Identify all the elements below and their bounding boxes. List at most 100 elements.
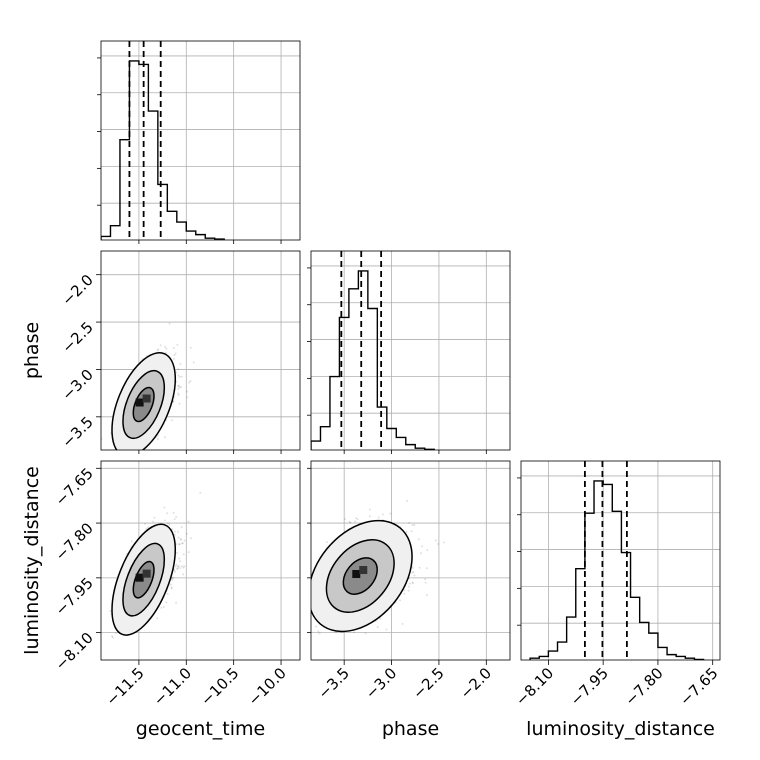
scatter-point bbox=[407, 585, 410, 588]
histogram-step-geocent_time bbox=[101, 60, 225, 240]
scatter-point bbox=[126, 451, 128, 453]
scatter-point bbox=[172, 511, 175, 514]
scatter-point bbox=[178, 386, 181, 389]
scatter-point bbox=[186, 396, 189, 399]
scatter-point bbox=[411, 523, 414, 526]
scatter-point bbox=[178, 543, 181, 546]
scatter-point bbox=[164, 351, 167, 354]
scatter-point bbox=[421, 545, 423, 548]
scatter-point bbox=[307, 594, 309, 596]
scatter-point bbox=[437, 543, 440, 545]
x-tick-label: −11.0 bbox=[150, 664, 195, 709]
scatter-point bbox=[176, 343, 179, 346]
scatter-point bbox=[177, 564, 180, 567]
scatter-point bbox=[377, 516, 380, 519]
scatter-point bbox=[348, 521, 351, 524]
scatter-point bbox=[111, 636, 114, 639]
scatter-point bbox=[169, 583, 172, 586]
scatter-point bbox=[417, 538, 420, 541]
scatter-point bbox=[176, 567, 179, 570]
scatter-point bbox=[179, 567, 181, 569]
scatter-point bbox=[434, 539, 437, 542]
scatter-point bbox=[399, 599, 402, 602]
x-tick-label: −11.5 bbox=[103, 664, 148, 709]
scatter-point bbox=[170, 586, 173, 589]
scatter-point bbox=[156, 349, 159, 352]
scatter-point bbox=[176, 567, 178, 570]
x-tick-label: −3.5 bbox=[315, 664, 353, 702]
scatter-point bbox=[127, 479, 129, 481]
y-tick-label: −7.80 bbox=[52, 519, 97, 564]
scatter-point bbox=[145, 527, 148, 530]
scatter-point bbox=[408, 521, 411, 524]
scatter-point bbox=[174, 530, 176, 533]
scatter-point bbox=[189, 346, 192, 349]
x-tick-label: −2.5 bbox=[409, 664, 447, 702]
scatter-point bbox=[364, 632, 367, 635]
scatter-point bbox=[318, 632, 321, 635]
scatter-point bbox=[111, 635, 114, 638]
scatter-point bbox=[180, 386, 182, 388]
scatter-point bbox=[403, 592, 406, 595]
scatter-panel-geocent_time-luminosity_distance bbox=[101, 461, 300, 660]
y-tick-label: −3.5 bbox=[58, 413, 96, 451]
scatter-point bbox=[180, 526, 183, 529]
scatter-point bbox=[177, 384, 180, 387]
panel-frame bbox=[100, 40, 301, 241]
x-tick-label: −2.0 bbox=[457, 664, 495, 702]
scatter-point bbox=[164, 345, 166, 348]
scatter-point bbox=[175, 543, 178, 546]
scatter-point bbox=[425, 594, 428, 596]
scatter-point bbox=[175, 551, 178, 554]
density-peak bbox=[135, 573, 144, 582]
scatter-point bbox=[382, 513, 384, 516]
scatter-point bbox=[349, 521, 352, 524]
scatter-point bbox=[192, 361, 195, 364]
scatter-point bbox=[183, 539, 186, 542]
scatter-point bbox=[121, 456, 123, 458]
density-peak bbox=[142, 569, 151, 578]
scatter-point bbox=[405, 530, 408, 533]
scatter-point bbox=[172, 346, 175, 349]
scatter-point bbox=[412, 571, 415, 573]
scatter-point bbox=[187, 520, 190, 523]
scatter-point bbox=[177, 374, 180, 377]
y-tick-label: −2.0 bbox=[58, 271, 96, 309]
scatter-point bbox=[159, 344, 162, 347]
scatter-point bbox=[179, 537, 182, 540]
scatter-point bbox=[172, 576, 175, 579]
scatter-point bbox=[302, 612, 304, 614]
scatter-point bbox=[166, 522, 169, 525]
scatter-point bbox=[353, 631, 356, 634]
scatter-point bbox=[379, 617, 382, 620]
scatter-point bbox=[175, 515, 178, 518]
scatter-point bbox=[177, 536, 180, 539]
scatter-point bbox=[376, 626, 379, 628]
scatter-point bbox=[177, 393, 180, 396]
scatter-point bbox=[157, 348, 160, 351]
scatter-point bbox=[173, 354, 176, 357]
scatter-point bbox=[298, 623, 300, 625]
density-peak bbox=[359, 566, 368, 575]
scatter-point bbox=[174, 352, 177, 355]
scatter-point bbox=[426, 549, 429, 551]
scatter-point bbox=[172, 400, 175, 403]
scatter-point bbox=[181, 542, 184, 545]
x-axis-label: luminosity_distance bbox=[526, 718, 715, 740]
scatter-point bbox=[179, 560, 182, 563]
scatter-point bbox=[173, 569, 176, 572]
density-peak bbox=[142, 394, 151, 403]
scatter-point bbox=[114, 632, 117, 635]
y-tick-label: −2.5 bbox=[58, 318, 96, 356]
histogram-step-phase bbox=[311, 270, 435, 450]
scatter-point bbox=[411, 571, 414, 574]
scatter-point bbox=[344, 518, 347, 520]
scatter-point bbox=[354, 520, 357, 523]
scatter-point bbox=[412, 582, 414, 585]
scatter-point bbox=[168, 322, 171, 325]
x-tick-label: −10.0 bbox=[245, 664, 290, 709]
panel-frame bbox=[520, 460, 721, 661]
panel-frame bbox=[100, 250, 301, 451]
scatter-point bbox=[408, 582, 411, 585]
scatter-point bbox=[177, 530, 179, 533]
